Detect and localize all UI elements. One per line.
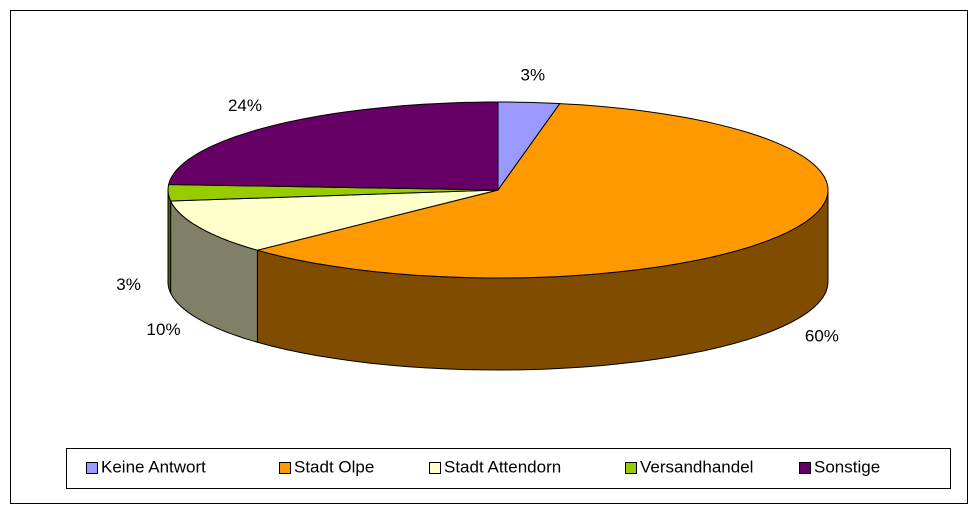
data-label: 3% <box>116 275 141 294</box>
legend-swatch <box>86 462 98 474</box>
data-label: 10% <box>147 320 181 339</box>
data-label: 60% <box>805 327 839 346</box>
legend-swatch <box>625 462 637 474</box>
slice <box>169 189 499 251</box>
data-label: 3% <box>520 66 545 85</box>
legend-swatch <box>799 462 811 474</box>
data-label: 24% <box>228 96 262 115</box>
slice <box>168 101 499 191</box>
slice-side <box>167 190 172 294</box>
legend-label: Versandhandel <box>640 457 753 476</box>
legend-label: Stadt Attendorn <box>444 457 561 476</box>
legend-label: Keine Antwort <box>101 457 206 476</box>
legend-label: Stadt Olpe <box>294 457 374 476</box>
legend-swatch <box>429 462 441 474</box>
slice <box>255 103 829 279</box>
legend-label: Sonstige <box>814 457 880 476</box>
legend-swatch <box>279 462 291 474</box>
